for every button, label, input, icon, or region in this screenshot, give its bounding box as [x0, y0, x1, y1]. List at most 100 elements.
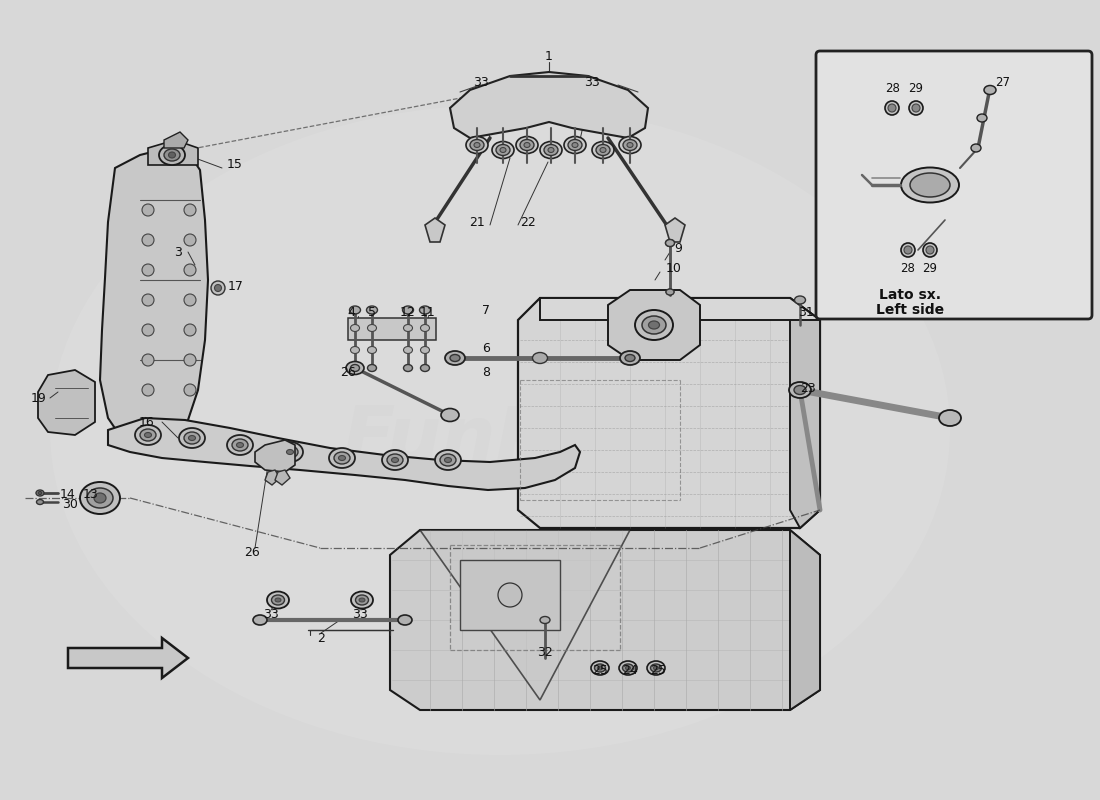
- Text: 23: 23: [800, 382, 816, 394]
- Text: 17: 17: [228, 281, 244, 294]
- Text: 28: 28: [886, 82, 901, 94]
- Ellipse shape: [910, 173, 950, 197]
- Text: 32: 32: [537, 646, 553, 658]
- Polygon shape: [790, 298, 820, 528]
- Text: 26: 26: [340, 366, 356, 378]
- Ellipse shape: [236, 442, 243, 447]
- Text: FunParts: FunParts: [342, 403, 718, 477]
- Ellipse shape: [367, 346, 376, 354]
- Polygon shape: [68, 638, 188, 678]
- Circle shape: [142, 384, 154, 396]
- Polygon shape: [275, 470, 290, 485]
- Ellipse shape: [666, 289, 674, 295]
- Ellipse shape: [419, 306, 430, 314]
- Ellipse shape: [592, 142, 614, 158]
- Ellipse shape: [403, 306, 414, 314]
- Ellipse shape: [144, 433, 152, 438]
- Circle shape: [184, 354, 196, 366]
- Ellipse shape: [184, 432, 200, 444]
- Text: 10: 10: [666, 262, 682, 274]
- Ellipse shape: [39, 491, 42, 494]
- Ellipse shape: [901, 167, 959, 202]
- Ellipse shape: [50, 105, 950, 755]
- Text: 16: 16: [139, 415, 154, 429]
- Ellipse shape: [36, 499, 44, 505]
- Text: 14: 14: [60, 487, 76, 501]
- Ellipse shape: [789, 382, 811, 398]
- Ellipse shape: [253, 615, 267, 625]
- Text: 25: 25: [592, 663, 608, 677]
- Ellipse shape: [366, 306, 377, 314]
- Ellipse shape: [387, 454, 403, 466]
- Circle shape: [888, 104, 896, 112]
- Ellipse shape: [272, 595, 285, 605]
- Circle shape: [184, 324, 196, 336]
- Ellipse shape: [568, 139, 582, 150]
- Ellipse shape: [653, 666, 659, 670]
- Text: 3: 3: [174, 246, 182, 258]
- Ellipse shape: [398, 615, 412, 625]
- Text: 31: 31: [798, 306, 814, 318]
- Ellipse shape: [649, 321, 660, 329]
- Ellipse shape: [625, 354, 635, 362]
- Ellipse shape: [334, 452, 350, 464]
- Ellipse shape: [441, 409, 459, 422]
- Circle shape: [909, 101, 923, 115]
- Circle shape: [923, 243, 937, 257]
- Ellipse shape: [597, 666, 603, 670]
- Ellipse shape: [329, 448, 355, 468]
- Ellipse shape: [594, 664, 605, 672]
- Polygon shape: [420, 530, 630, 700]
- Ellipse shape: [623, 139, 637, 150]
- Ellipse shape: [548, 147, 554, 153]
- Ellipse shape: [351, 346, 360, 354]
- Ellipse shape: [977, 114, 987, 122]
- Circle shape: [184, 264, 196, 276]
- Ellipse shape: [188, 435, 196, 441]
- Ellipse shape: [444, 458, 451, 462]
- Text: 1: 1: [546, 50, 553, 63]
- Ellipse shape: [227, 435, 253, 455]
- Ellipse shape: [420, 325, 429, 331]
- Ellipse shape: [650, 664, 661, 672]
- Text: 24: 24: [623, 663, 638, 677]
- Text: 9: 9: [674, 242, 682, 254]
- Ellipse shape: [135, 425, 161, 445]
- Text: 33: 33: [352, 609, 367, 622]
- Ellipse shape: [520, 139, 534, 150]
- Ellipse shape: [350, 306, 361, 314]
- Polygon shape: [265, 470, 280, 485]
- Ellipse shape: [367, 325, 376, 331]
- Circle shape: [142, 294, 154, 306]
- Ellipse shape: [971, 144, 981, 152]
- Circle shape: [214, 285, 221, 291]
- Ellipse shape: [794, 386, 806, 394]
- Ellipse shape: [446, 351, 465, 365]
- Text: Left side: Left side: [876, 303, 944, 317]
- Text: 8: 8: [482, 366, 490, 378]
- Polygon shape: [450, 72, 648, 138]
- Text: 22: 22: [520, 215, 536, 229]
- Polygon shape: [39, 370, 95, 435]
- Ellipse shape: [450, 354, 460, 362]
- Ellipse shape: [351, 365, 360, 371]
- Ellipse shape: [496, 145, 510, 155]
- Ellipse shape: [420, 365, 429, 371]
- Polygon shape: [255, 440, 295, 472]
- Circle shape: [926, 246, 934, 254]
- Text: 2: 2: [317, 631, 324, 645]
- Bar: [348, 318, 436, 340]
- Text: 15: 15: [227, 158, 243, 171]
- Polygon shape: [390, 530, 820, 710]
- Ellipse shape: [286, 450, 294, 454]
- Text: 29: 29: [923, 262, 937, 274]
- Text: 19: 19: [31, 391, 46, 405]
- Ellipse shape: [392, 458, 398, 462]
- Ellipse shape: [355, 595, 368, 605]
- Circle shape: [142, 264, 154, 276]
- Ellipse shape: [382, 450, 408, 470]
- Ellipse shape: [346, 362, 364, 374]
- Ellipse shape: [939, 410, 961, 426]
- Polygon shape: [425, 218, 446, 242]
- Ellipse shape: [404, 346, 412, 354]
